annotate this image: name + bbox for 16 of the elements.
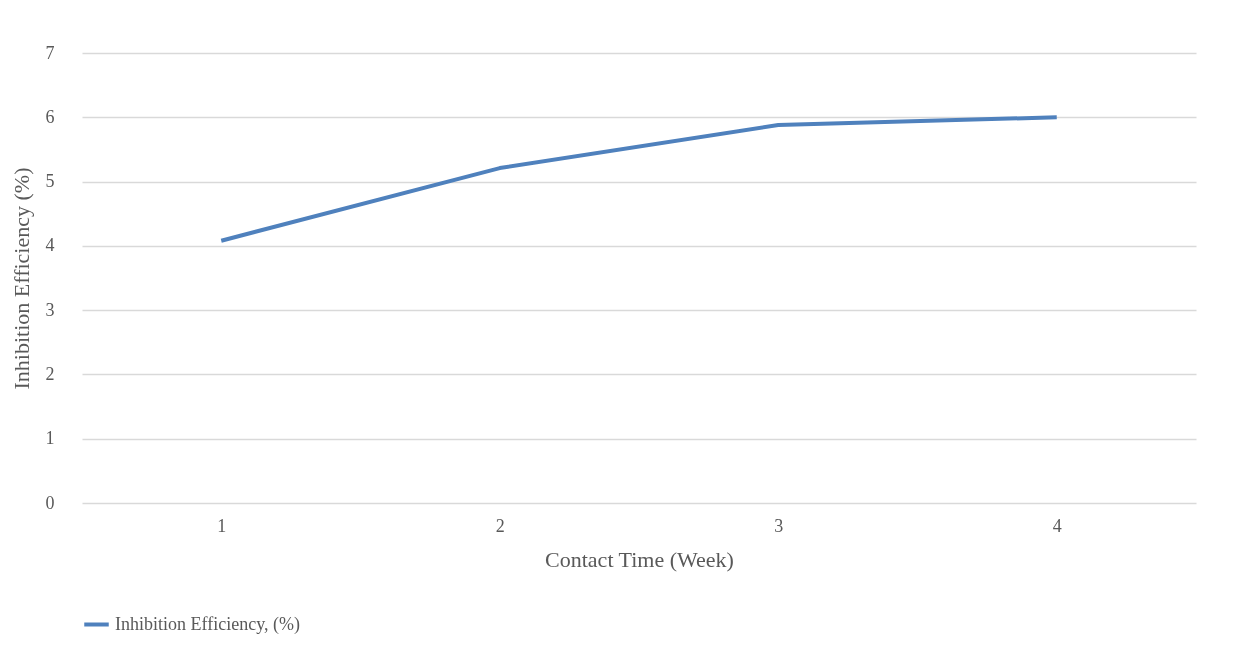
y-tick-label: 7	[45, 42, 55, 63]
x-tick-label: 3	[774, 515, 784, 536]
y-tick-label: 5	[45, 171, 55, 192]
y-tick-label: 4	[45, 235, 55, 256]
legend-label: Inhibition Efficiency, (%)	[115, 613, 300, 635]
y-tick-label: 0	[45, 492, 55, 513]
x-tick-label: 4	[1052, 515, 1062, 536]
x-tick-label: 2	[495, 515, 505, 536]
line-series	[219, 115, 1059, 243]
y-tick-label: 6	[45, 106, 55, 127]
y-tick-label: 2	[45, 363, 55, 384]
x-tick-label: 1	[217, 515, 227, 536]
y-tick-label: 1	[45, 428, 55, 449]
x-axis-title: Contact Time (Week)	[545, 546, 734, 572]
y-axis-title: Inhibition Efficiency (%)	[8, 167, 34, 390]
y-tick-label: 3	[45, 299, 55, 320]
